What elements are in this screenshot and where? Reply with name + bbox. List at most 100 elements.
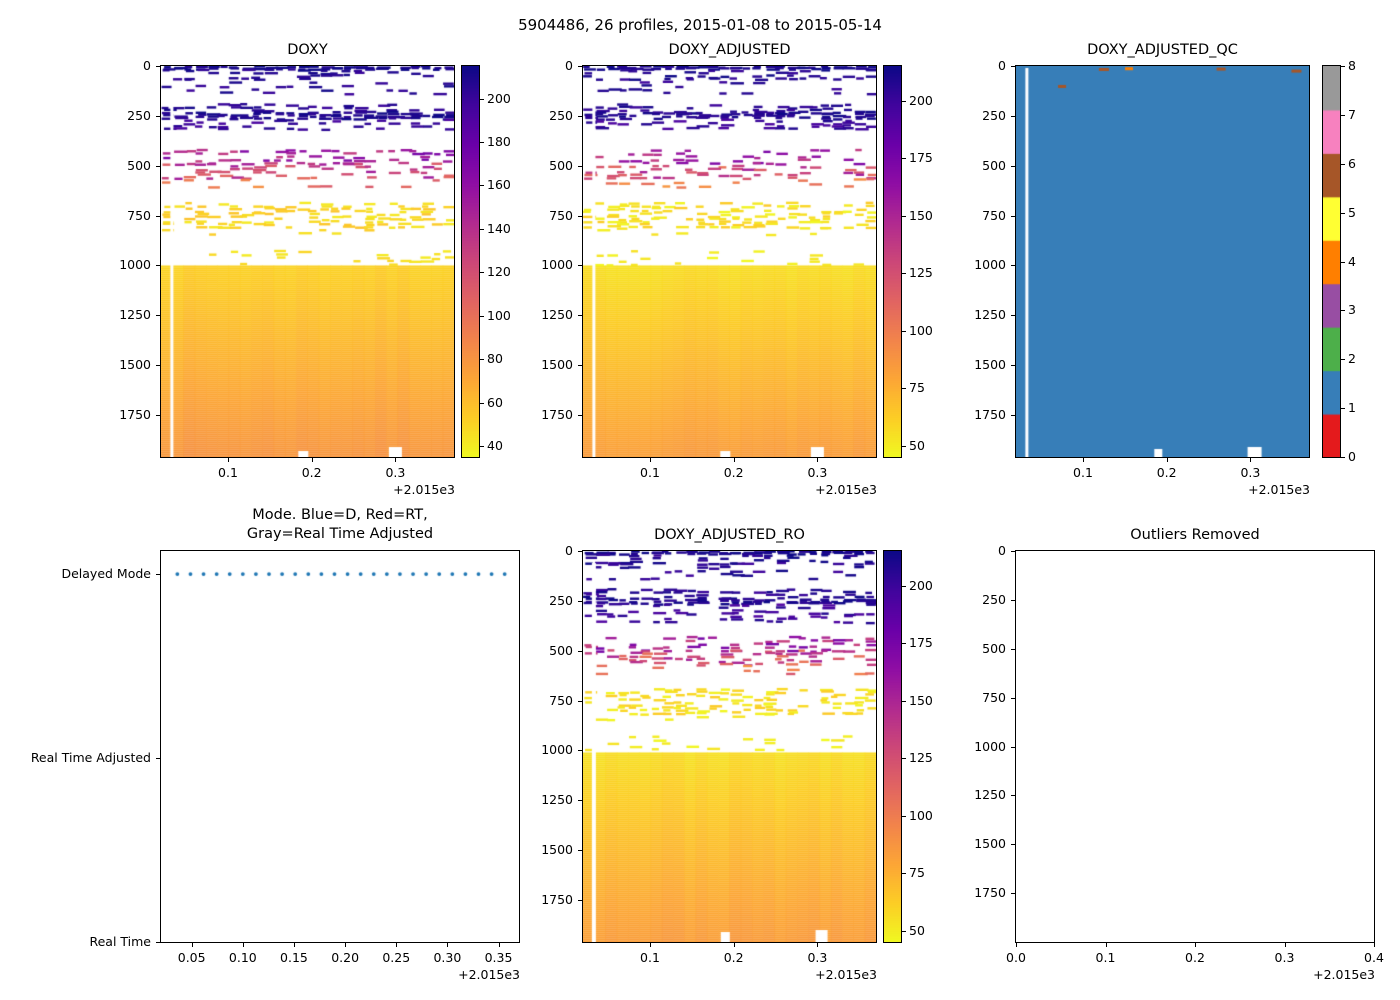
- x-tick-label: 0.1: [640, 950, 660, 965]
- colorbar-tick-mark: [1341, 212, 1345, 214]
- y-tick-label: 1750: [974, 885, 1006, 901]
- y-tick-label: 0: [565, 58, 573, 73]
- y-tick-mark: [1011, 315, 1015, 317]
- colorbar-tick-mark: [1341, 163, 1345, 165]
- plot-canvas-doxy_adjusted: [583, 66, 876, 457]
- colorbar-doxy_adjusted_ro: [883, 550, 902, 943]
- title-mode: Mode. Blue=D, Red=RT, Gray=Real Time Adju…: [160, 506, 520, 544]
- axis-offset-label: +2.015e3: [1313, 967, 1375, 982]
- x-tick-mark: [227, 458, 229, 462]
- title-line: Gray=Real Time Adjusted: [246, 525, 434, 542]
- title-line: Mode. Blue=D, Red=RT,: [252, 507, 428, 523]
- y-tick-mark: [156, 942, 160, 943]
- plot-canvas-doxy_adjusted_ro: [583, 551, 876, 942]
- y-tick-label: 750: [549, 207, 573, 223]
- y-tick-label: 750: [549, 692, 573, 708]
- colorbar-tick-label: 120: [487, 264, 511, 280]
- x-tick-mark: [396, 943, 398, 947]
- colorbar-tick-mark: [480, 272, 484, 274]
- y-tick-mark: [578, 415, 582, 417]
- x-tick-mark: [1250, 458, 1252, 462]
- colorbar-tick-mark: [902, 215, 906, 217]
- colorbar-tick-mark: [1341, 310, 1345, 312]
- x-tick-mark: [733, 943, 735, 947]
- y-tick-mark: [156, 165, 160, 167]
- y-tick-label: Delayed Mode: [61, 566, 151, 582]
- colorbar-tick-mark: [1341, 408, 1345, 410]
- x-tick-label: 0.3: [1274, 950, 1295, 965]
- x-tick-mark: [1284, 943, 1286, 947]
- y-tick-label: 0: [998, 543, 1006, 558]
- colorbar-tick-mark: [1341, 114, 1345, 116]
- plot-canvas-doxy_adjusted_qc: [1016, 66, 1309, 457]
- y-tick-mark: [1011, 415, 1015, 417]
- y-tick-mark: [156, 574, 160, 576]
- colorbar-tick-label: 3: [1348, 302, 1356, 318]
- colorbar-tick-mark: [480, 228, 484, 230]
- colorbar-tick-label: 6: [1348, 155, 1356, 171]
- y-tick-mark: [1011, 795, 1015, 797]
- y-tick-label: 500: [982, 157, 1006, 173]
- colorbar-tick-mark: [480, 142, 484, 144]
- x-tick-label: 0.20: [331, 950, 360, 965]
- colorbar-tick-mark: [902, 100, 906, 102]
- x-tick-label: 0.4: [1364, 950, 1384, 965]
- figure-title: 5904486, 26 profiles, 2015-01-08 to 2015…: [518, 16, 882, 34]
- x-tick-mark: [817, 458, 819, 462]
- y-tick-mark: [578, 600, 582, 602]
- y-tick-label: 1250: [974, 787, 1006, 803]
- y-tick-label: 1750: [974, 407, 1006, 423]
- colorbar-tick-mark: [902, 643, 906, 644]
- y-tick-label: 500: [549, 642, 573, 658]
- axes-doxy_adjusted_ro: [582, 550, 877, 943]
- y-tick-mark: [578, 66, 582, 67]
- colorbar-tick-mark: [480, 185, 484, 187]
- x-tick-mark: [345, 943, 347, 947]
- colorbar-gradient-doxy_adjusted_qc: [1323, 66, 1340, 457]
- y-tick-mark: [1011, 599, 1015, 601]
- x-tick-label: 0.05: [177, 950, 206, 965]
- y-tick-mark: [1011, 215, 1015, 217]
- title-doxy_adjusted: DOXY_ADJUSTED: [668, 42, 791, 58]
- colorbar-gradient-doxy_adjusted: [884, 66, 901, 457]
- x-tick-mark: [311, 458, 313, 462]
- colorbar-tick-mark: [1341, 66, 1345, 67]
- y-tick-label: 250: [982, 107, 1006, 123]
- colorbar-tick-label: 160: [487, 177, 511, 193]
- y-tick-label: 0: [565, 543, 573, 558]
- x-tick-label: 0.2: [301, 465, 322, 480]
- colorbar-tick-label: 140: [487, 220, 511, 236]
- axes-doxy_adjusted_qc: [1015, 65, 1310, 458]
- axis-offset-label: +2.015e3: [393, 482, 455, 497]
- x-tick-label: 0.3: [385, 465, 406, 480]
- y-tick-mark: [578, 900, 582, 902]
- y-tick-label: 500: [549, 157, 573, 173]
- colorbar-tick-label: 100: [487, 307, 511, 323]
- x-tick-mark: [1195, 943, 1196, 947]
- y-tick-label: 1000: [974, 738, 1006, 754]
- colorbar-tick-label: 0: [1348, 449, 1356, 464]
- colorbar-doxy_adjusted_qc: [1322, 65, 1341, 458]
- colorbar-tick-label: 8: [1348, 58, 1356, 73]
- y-tick-label: 1250: [541, 307, 573, 323]
- x-tick-label: 0.0: [1006, 950, 1026, 965]
- colorbar-tick-label: 50: [909, 922, 925, 938]
- x-tick-mark: [649, 458, 651, 462]
- y-tick-mark: [156, 265, 160, 267]
- y-tick-label: 1500: [119, 357, 151, 373]
- y-tick-mark: [156, 215, 160, 217]
- y-tick-mark: [156, 115, 160, 117]
- y-tick-label: 1500: [541, 842, 573, 858]
- y-tick-label: 0: [143, 58, 151, 73]
- y-tick-mark: [578, 850, 582, 852]
- y-tick-mark: [1011, 365, 1015, 367]
- x-tick-mark: [1105, 943, 1107, 947]
- y-tick-label: 750: [982, 689, 1006, 705]
- colorbar-tick-label: 200: [909, 92, 933, 108]
- y-tick-mark: [578, 315, 582, 317]
- x-tick-label: 0.3: [1240, 465, 1261, 480]
- x-tick-label: 0.25: [382, 950, 411, 965]
- y-tick-mark: [578, 165, 582, 167]
- y-tick-label: 250: [549, 592, 573, 608]
